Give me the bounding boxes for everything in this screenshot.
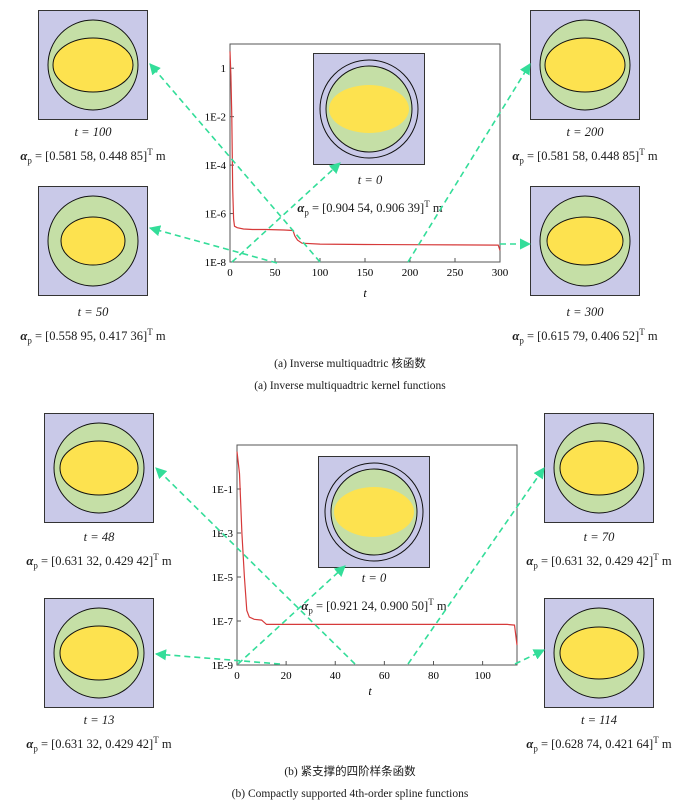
caption-a-cn: (a) Inverse multiquadtric 核函数 [274,358,426,370]
y-tick-label: 1 [221,63,227,75]
y-tick-label: 1E-3 [212,528,234,540]
snapshot-b-t114 [544,598,654,708]
circle-ellipse-shape [539,195,631,287]
x-tick-label: 40 [330,670,342,682]
alpha-label: αp = [0.631 32, 0.429 42]T m [26,735,172,754]
time-label: t = 13 [83,713,115,727]
snapshot-a-t300 [530,186,640,296]
y-tick-label: 1E-5 [212,572,234,584]
caption-a-t0: t = 0 αp = [0.904 54, 0.906 39]T m [270,170,470,223]
y-tick-label: 1E-9 [212,660,234,672]
caption-a-t50: t = 50 αp = [0.558 95, 0.417 36]T m [0,302,193,351]
x-tick-label: 60 [379,670,391,682]
alpha-label: αp = [0.631 32, 0.429 42]T m [526,552,672,571]
caption-b-t48: t = 48 αp = [0.631 32, 0.429 42]T m [0,527,199,576]
circle-ellipse-shape [553,607,645,699]
circle-ellipse-shape [53,422,145,514]
time-label: t = 48 [83,530,115,544]
x-tick-label: 300 [492,267,509,279]
snapshot-b-t0 [318,456,430,568]
caption-a-en: (a) Inverse multiquadtric kernel functio… [254,380,446,392]
caption-b-t13: t = 13 αp = [0.631 32, 0.429 42]T m [0,710,199,759]
x-tick-label: 0 [227,267,233,279]
time-label: t = 0 [357,173,383,187]
caption-b-en: (b) Compactly supported 4th-order spline… [231,788,469,800]
x-tick-label: 80 [428,670,440,682]
caption-b-t0: t = 0 αp = [0.921 24, 0.900 50]T m [274,568,474,621]
y-tick-label: 1E-7 [212,616,234,628]
x-tick-label: 250 [447,267,464,279]
x-tick-label: 100 [312,267,329,279]
alpha-label: αp = [0.615 79, 0.406 52]T m [512,327,658,346]
x-axis-label: t [368,684,372,698]
time-label: t = 0 [361,571,387,585]
alpha-label: αp = [0.628 74, 0.421 64]T m [526,735,672,754]
y-tick-label: 1E-1 [212,484,233,496]
snapshot-a-t200 [530,10,640,120]
alpha-label: αp = [0.921 24, 0.900 50]T m [301,597,447,616]
x-tick-label: 100 [474,670,491,682]
snapshot-a-t0 [313,53,425,165]
y-tick-label: 1E-6 [205,209,227,221]
x-ticks: 0 50 100 150 200 250 300 [227,258,509,279]
snapshot-b-t48 [44,413,154,523]
alpha-label: αp = [0.558 95, 0.417 36]T m [20,327,166,346]
x-tick-label: 50 [270,267,282,279]
y-tick-label: 1E-4 [205,160,227,172]
time-label: t = 114 [581,713,617,727]
x-tick-label: 150 [357,267,374,279]
caption-a-t100: t = 100 αp = [0.581 58, 0.448 85]T m [0,122,193,171]
circle-ellipse-shape [324,462,424,562]
time-label: t = 300 [566,305,604,319]
time-label: t = 50 [77,305,109,319]
x-tick-label: 0 [234,670,240,682]
circle-ellipse-shape [53,607,145,699]
caption-b-t70: t = 70 αp = [0.631 32, 0.429 42]T m [499,527,699,576]
circle-ellipse-shape [47,195,139,287]
snapshot-a-t50 [38,186,148,296]
caption-a-t300: t = 300 αp = [0.615 79, 0.406 52]T m [485,302,685,351]
y-tick-label: 1E-2 [205,112,226,124]
caption-a-t200: t = 200 αp = [0.581 58, 0.448 85]T m [485,122,685,171]
caption-b-cn: (b) 紧支撑的四阶样条函数 [284,766,416,778]
time-label: t = 200 [566,125,604,139]
circle-ellipse-shape [553,422,645,514]
x-tick-label: 20 [281,670,293,682]
time-label: t = 70 [583,530,615,544]
circle-ellipse-shape [319,59,419,159]
snapshot-b-t70 [544,413,654,523]
snapshot-b-t13 [44,598,154,708]
time-label: t = 100 [74,125,112,139]
circle-ellipse-shape [539,19,631,111]
x-tick-label: 200 [402,267,419,279]
alpha-label: αp = [0.581 58, 0.448 85]T m [20,147,166,166]
caption-b-t114: t = 114 αp = [0.628 74, 0.421 64]T m [499,710,699,759]
x-axis-label: t [363,286,367,300]
alpha-label: αp = [0.904 54, 0.906 39]T m [297,199,443,218]
snapshot-a-t100 [38,10,148,120]
circle-ellipse-shape [47,19,139,111]
y-tick-label: 1E-8 [205,257,227,269]
alpha-label: αp = [0.631 32, 0.429 42]T m [26,552,172,571]
alpha-label: αp = [0.581 58, 0.448 85]T m [512,147,658,166]
